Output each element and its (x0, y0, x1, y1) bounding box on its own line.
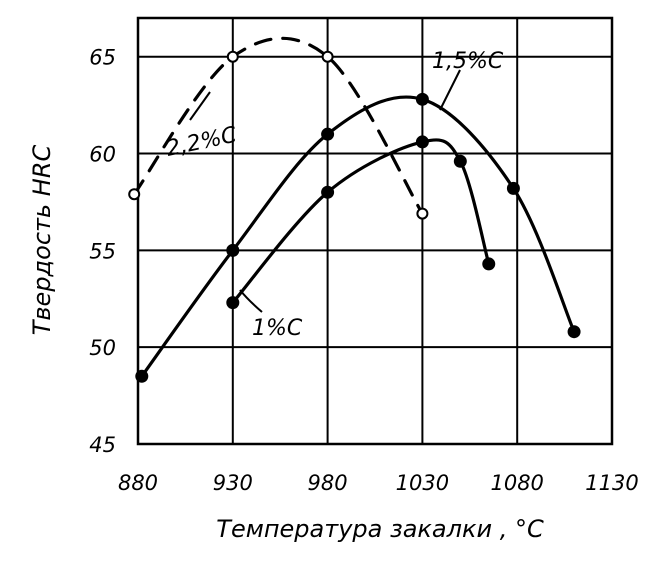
series-label-2-2pc: 2,2%C (164, 122, 240, 161)
series-line-2-2pc (132, 36, 424, 216)
curve-layer (132, 36, 576, 378)
data-point-1-5pc-1 (226, 243, 240, 257)
x-tick-label-980: 980 (308, 471, 348, 495)
data-point-1-5pc-4 (506, 181, 520, 195)
data-point-2-2pc-1 (226, 50, 239, 63)
x-axis-title: Температура закалки , °C (216, 515, 544, 543)
y-axis-title: Твердость HRC (28, 145, 56, 336)
y-tick-label-55: 55 (89, 239, 116, 263)
leader-2-2pc (189, 91, 211, 121)
x-tick-label-1080: 1080 (490, 471, 543, 495)
data-point-1pc-4 (482, 257, 496, 271)
data-point-2-2pc-0 (128, 188, 141, 201)
data-point-1-5pc-2 (321, 127, 335, 141)
series-label-1-5pc: 1,5%C (432, 49, 504, 74)
data-point-1pc-3 (453, 154, 467, 168)
x-tick-label-1130: 1130 (585, 471, 638, 495)
marker-layer (128, 50, 581, 383)
x-tick-label-880: 880 (118, 471, 158, 495)
y-tick-label-50: 50 (89, 336, 116, 360)
data-point-1-5pc-5 (567, 325, 581, 339)
tick-label-layer: 880 930 980 1030 1080 1130 45 50 55 60 65 (89, 46, 638, 495)
x-tick-label-930: 930 (213, 471, 253, 495)
data-point-1-5pc-3 (415, 92, 429, 106)
grid-layer (136, 16, 614, 446)
leader-1-5pc (439, 69, 461, 111)
y-tick-label-60: 60 (89, 143, 116, 167)
data-point-2-2pc-2 (321, 50, 334, 63)
leader-1pc (239, 289, 263, 313)
data-point-1pc-1 (321, 185, 335, 199)
data-point-1-5pc-0 (135, 369, 149, 383)
data-point-2-2pc-3 (416, 207, 429, 220)
x-tick-label-1030: 1030 (396, 471, 449, 495)
series-line-1pc (231, 138, 491, 305)
data-point-1pc-2 (415, 135, 429, 149)
y-tick-label-65: 65 (89, 46, 116, 70)
data-point-1pc-0 (226, 296, 240, 310)
y-tick-label-45: 45 (89, 433, 116, 457)
plot-frame (136, 16, 614, 446)
series-label-1pc: 1%C (252, 316, 303, 341)
series-line-1-5pc (140, 95, 576, 378)
